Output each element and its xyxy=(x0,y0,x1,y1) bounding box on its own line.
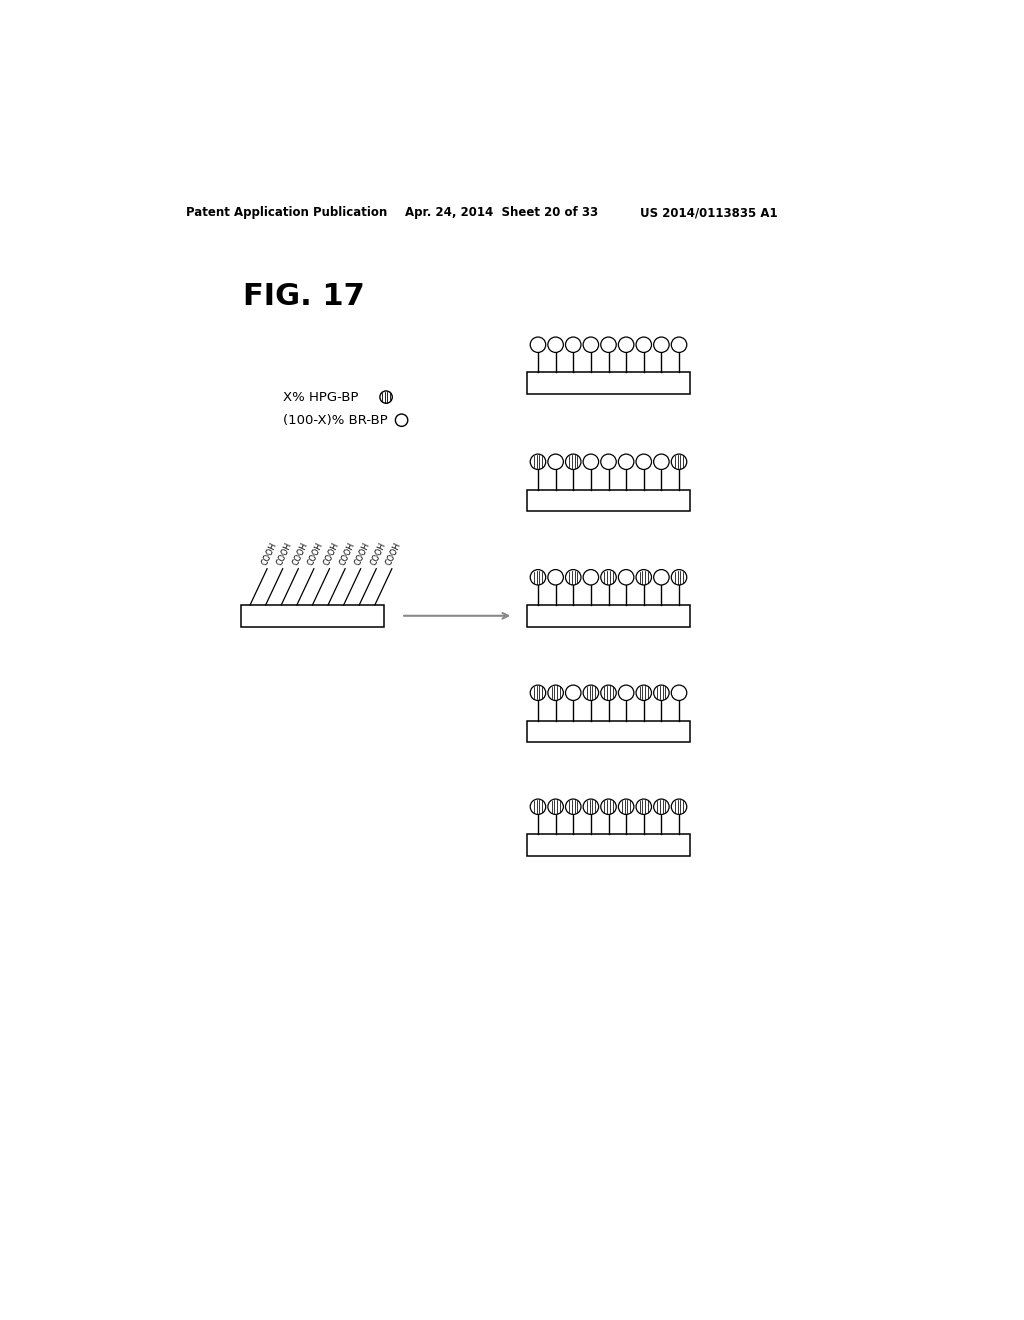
Circle shape xyxy=(583,454,599,470)
Circle shape xyxy=(548,685,563,701)
Circle shape xyxy=(548,570,563,585)
Circle shape xyxy=(672,799,687,814)
Bar xyxy=(527,372,690,393)
Circle shape xyxy=(653,337,669,352)
Circle shape xyxy=(672,685,687,701)
Circle shape xyxy=(565,799,581,814)
Text: X% HPG-BP: X% HPG-BP xyxy=(283,391,358,404)
Circle shape xyxy=(618,454,634,470)
Circle shape xyxy=(548,337,563,352)
Circle shape xyxy=(548,454,563,470)
Circle shape xyxy=(653,570,669,585)
Bar xyxy=(241,605,384,627)
Text: COOH: COOH xyxy=(338,541,356,568)
Text: Apr. 24, 2014  Sheet 20 of 33: Apr. 24, 2014 Sheet 20 of 33 xyxy=(406,206,599,219)
Circle shape xyxy=(530,799,546,814)
Text: US 2014/0113835 A1: US 2014/0113835 A1 xyxy=(640,206,777,219)
Circle shape xyxy=(672,570,687,585)
Circle shape xyxy=(601,454,616,470)
Circle shape xyxy=(636,799,651,814)
Text: (100-X)% BR-BP: (100-X)% BR-BP xyxy=(283,413,388,426)
Circle shape xyxy=(653,799,669,814)
Circle shape xyxy=(618,337,634,352)
Circle shape xyxy=(530,337,546,352)
Circle shape xyxy=(618,799,634,814)
Bar xyxy=(527,721,690,742)
Bar xyxy=(527,605,690,627)
Text: COOH: COOH xyxy=(384,541,402,568)
Circle shape xyxy=(636,454,651,470)
Circle shape xyxy=(380,391,392,404)
Circle shape xyxy=(565,570,581,585)
Text: COOH: COOH xyxy=(306,541,325,568)
Circle shape xyxy=(653,454,669,470)
Text: COOH: COOH xyxy=(275,541,294,568)
Text: COOH: COOH xyxy=(291,541,309,568)
Text: Patent Application Publication: Patent Application Publication xyxy=(186,206,387,219)
Circle shape xyxy=(636,685,651,701)
Circle shape xyxy=(618,685,634,701)
Circle shape xyxy=(672,454,687,470)
Circle shape xyxy=(565,454,581,470)
Circle shape xyxy=(583,337,599,352)
Circle shape xyxy=(583,685,599,701)
Circle shape xyxy=(636,337,651,352)
Circle shape xyxy=(601,799,616,814)
Circle shape xyxy=(601,685,616,701)
Circle shape xyxy=(618,570,634,585)
Circle shape xyxy=(565,337,581,352)
Circle shape xyxy=(601,337,616,352)
Text: COOH: COOH xyxy=(353,541,372,568)
Circle shape xyxy=(653,685,669,701)
Circle shape xyxy=(583,570,599,585)
Text: COOH: COOH xyxy=(369,541,387,568)
Circle shape xyxy=(530,685,546,701)
Circle shape xyxy=(636,570,651,585)
Circle shape xyxy=(565,685,581,701)
Circle shape xyxy=(530,570,546,585)
Bar xyxy=(527,834,690,857)
Circle shape xyxy=(672,337,687,352)
Bar xyxy=(527,490,690,511)
Circle shape xyxy=(601,570,616,585)
Text: COOH: COOH xyxy=(323,541,341,568)
Circle shape xyxy=(583,799,599,814)
Circle shape xyxy=(548,799,563,814)
Circle shape xyxy=(530,454,546,470)
Text: FIG. 17: FIG. 17 xyxy=(243,281,365,310)
Text: COOH: COOH xyxy=(260,541,279,568)
